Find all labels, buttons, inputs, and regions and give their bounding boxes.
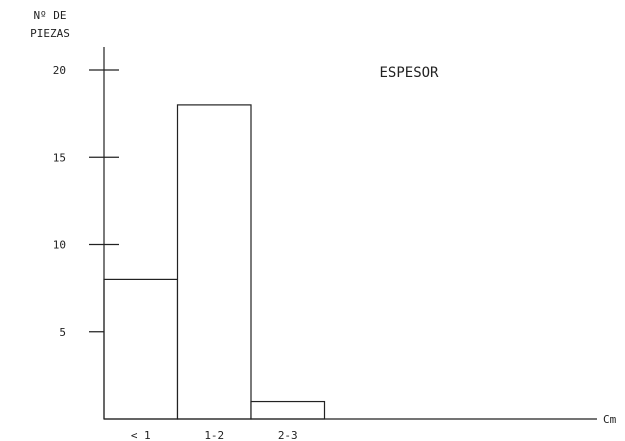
y-tick-label-5: 5 bbox=[59, 326, 66, 339]
bars bbox=[103, 104, 326, 420]
x-axis-label: Cm bbox=[603, 413, 617, 426]
bar-1 bbox=[103, 278, 179, 420]
y-axis-label-line-1: Nº DE bbox=[33, 9, 66, 22]
x-tick-label-1: < 1 bbox=[131, 429, 151, 441]
x-tick-label-2: 1-2 bbox=[204, 429, 224, 441]
x-tick-label-3: 2-3 bbox=[278, 429, 298, 441]
y-axis-label-line-2: PIEZAS bbox=[30, 27, 70, 40]
bar-3 bbox=[250, 400, 326, 420]
bar-2 bbox=[176, 104, 252, 420]
y-tick-label-20: 20 bbox=[53, 64, 66, 77]
chart-title: ESPESOR bbox=[379, 65, 439, 81]
y-tick-label-15: 15 bbox=[53, 151, 66, 164]
x-axis-tick-labels: < 1 1-2 2-3 bbox=[131, 429, 298, 441]
y-tick-label-10: 10 bbox=[53, 239, 66, 252]
